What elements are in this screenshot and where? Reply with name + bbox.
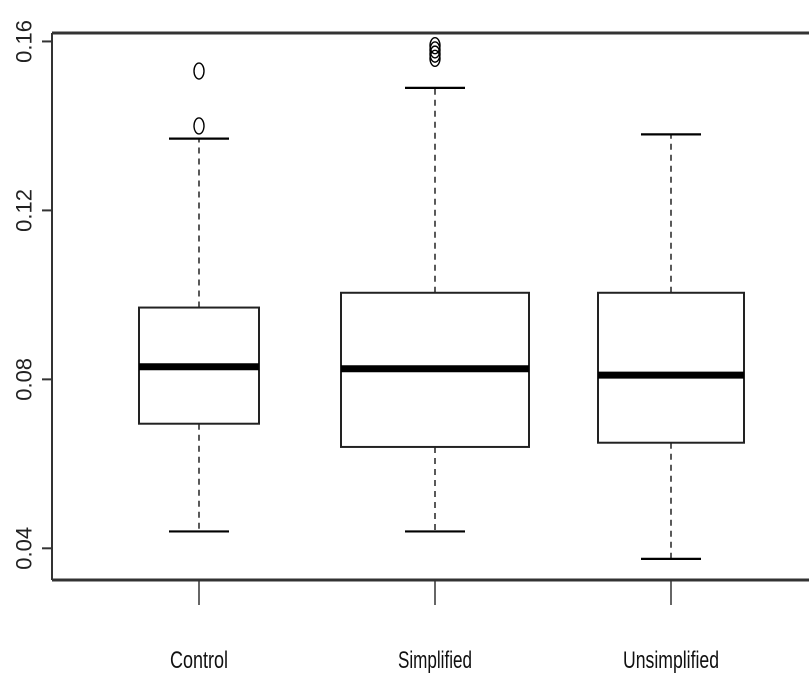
outlier-point (429, 36, 441, 55)
box-simplified (340, 36, 530, 533)
outlier-point (193, 62, 205, 80)
x-tick-label: Simplified (398, 647, 472, 674)
y-tick-label: 0.08 (12, 358, 37, 401)
x-axis: Control Simplified Unsimplified (170, 580, 719, 674)
x-tick-label: Control (170, 647, 228, 674)
plot-frame (51, 31, 809, 582)
outlier-point (193, 117, 205, 135)
boxes (138, 36, 745, 560)
y-axis: 0.04 0.08 0.12 0.16 (12, 20, 52, 570)
y-tick-label: 0.16 (12, 20, 37, 63)
x-tick-label: Unsimplified (623, 647, 719, 674)
box-unsimplified (597, 133, 745, 560)
y-tick-label: 0.04 (12, 527, 37, 570)
y-tick-label: 0.12 (12, 189, 37, 232)
box-control (138, 62, 260, 533)
iqr-box (597, 291, 745, 444)
